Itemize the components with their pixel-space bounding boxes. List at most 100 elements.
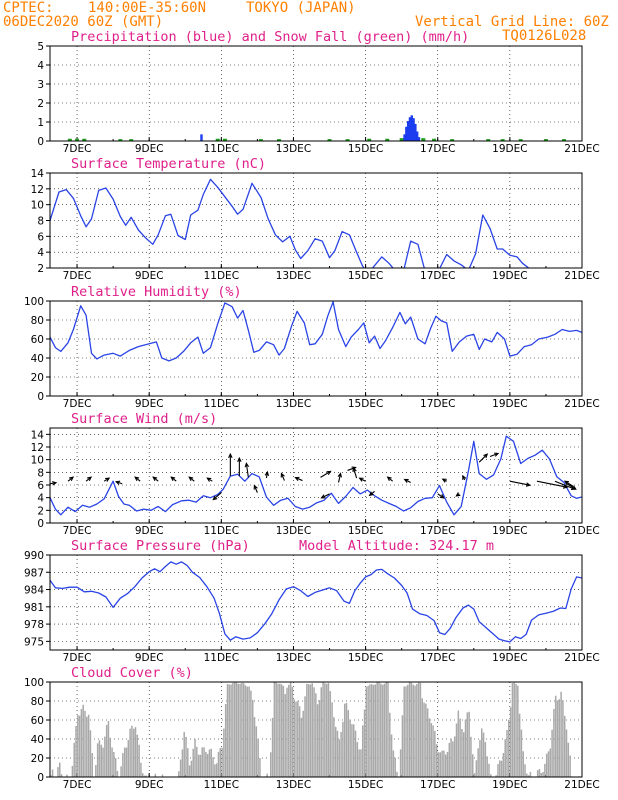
- cloud-bar: [109, 737, 112, 777]
- precip-ytick-label: 5: [37, 41, 44, 53]
- cloud-bar: [437, 752, 440, 777]
- cloud-bar: [316, 704, 319, 777]
- cloud-bar: [333, 717, 335, 777]
- cloud-bar: [354, 730, 357, 777]
- cloud-bar: [331, 702, 333, 777]
- cloud-bar: [201, 747, 203, 777]
- cloud-bar: [435, 744, 438, 777]
- cloud-bar: [567, 742, 570, 777]
- cloud-bar: [363, 709, 366, 777]
- cloud-bar: [520, 729, 523, 777]
- cloud-bar: [547, 751, 550, 777]
- wind-arrow-head: [294, 476, 300, 481]
- cloud-bar: [371, 684, 373, 777]
- wind-arrow-head: [237, 456, 242, 462]
- wind-arrow: [320, 470, 331, 478]
- cloud-bar: [369, 684, 371, 777]
- wind-arrow-head: [228, 452, 233, 458]
- pressure-ytick-label: 975: [24, 636, 44, 648]
- precip-xtick-label: 7DEC: [63, 143, 92, 155]
- cloud-bar: [242, 683, 245, 777]
- temperature-ytick-label: 6: [37, 231, 44, 243]
- wind-arrow-head: [571, 485, 577, 490]
- humidity-xtick-label: 13DEC: [276, 398, 311, 410]
- precip-xtick-label: 21DEC: [564, 143, 599, 155]
- cloud-bar: [280, 684, 283, 777]
- cloud-bar: [526, 773, 528, 777]
- temperature-xtick-label: 11DEC: [204, 270, 239, 282]
- humidity-xtick-label: 21DEC: [564, 398, 599, 410]
- cloud-bar: [136, 734, 139, 777]
- cloud-plot: [50, 682, 580, 777]
- cloud-bar: [237, 683, 240, 777]
- cloud-bar: [475, 760, 478, 777]
- cloud-bar: [77, 715, 79, 777]
- temperature-xtick-label: 19DEC: [492, 270, 527, 282]
- humidity-plot: [50, 301, 582, 362]
- cloud-bar: [57, 767, 59, 777]
- temperature-ytick-label: 10: [31, 200, 44, 212]
- wind-arrow-head: [280, 472, 285, 478]
- cloud-bar: [538, 769, 541, 777]
- precip-xtick-label: 9DEC: [135, 143, 164, 155]
- cloud-bar: [554, 695, 557, 777]
- cloud-bar: [421, 698, 423, 777]
- cloud-xtick-label: 19DEC: [492, 779, 527, 791]
- wind-xtick-label: 11DEC: [204, 525, 239, 537]
- cloud-bar: [484, 742, 487, 777]
- cloud-bar: [95, 765, 97, 777]
- cloud-bar: [549, 748, 552, 777]
- snow-bar: [222, 138, 227, 141]
- cloud-bar: [298, 706, 301, 777]
- wind-arrow-head: [563, 480, 570, 485]
- wind-arrow: [295, 477, 303, 482]
- temperature-plot: [50, 178, 530, 268]
- cloud-bar: [396, 771, 398, 777]
- cloud-xtick-label: 21DEC: [564, 779, 599, 791]
- cloud-bar: [383, 683, 386, 777]
- cloud-bar: [140, 762, 142, 777]
- cloud-bar: [233, 682, 236, 777]
- cloud-bar: [452, 741, 454, 777]
- cloud-bar: [540, 772, 543, 777]
- cloud-bar: [205, 751, 207, 777]
- wind-ytick-label: 4: [37, 493, 44, 505]
- cloud-bar: [499, 760, 501, 777]
- cloud-bar: [271, 717, 274, 777]
- cloud-bar: [502, 752, 505, 777]
- humidity-xtick-label: 19DEC: [492, 398, 527, 410]
- cloud-bar: [66, 774, 68, 777]
- cloud-panel: 0 20 40 60 80 100 7DEC 9DEC 11DEC 13DEC 15DEC 17DEC…: [24, 677, 600, 791]
- cloud-bar: [515, 683, 517, 777]
- cloud-bar: [199, 754, 202, 777]
- cloud-bar: [408, 682, 411, 777]
- snow-bar: [486, 139, 491, 141]
- cloud-bar: [457, 710, 460, 777]
- cloud-bar: [439, 752, 442, 777]
- cloud-bar: [131, 725, 133, 777]
- wind-arrow-head: [244, 462, 250, 468]
- cloud-bar: [430, 723, 433, 777]
- cloud-bar: [187, 748, 189, 777]
- temperature-xtick-label: 17DEC: [420, 270, 455, 282]
- temperature-ytick-label: 4: [37, 247, 44, 259]
- header-source: CPTEC:: [3, 0, 54, 16]
- cloud-bar: [569, 755, 571, 777]
- cloud-bar: [98, 740, 101, 777]
- cloud-bar: [340, 732, 342, 777]
- snow-bar: [518, 139, 523, 141]
- cloud-bar: [443, 750, 445, 777]
- cloud-bar: [343, 703, 346, 777]
- cloud-bar: [51, 769, 54, 777]
- pressure-frame: [49, 554, 583, 651]
- cloud-bar: [244, 685, 247, 777]
- humidity-xtick-label: 9DEC: [135, 398, 164, 410]
- temperature-xtick-label: 7DEC: [63, 270, 92, 282]
- cloud-bar: [490, 774, 492, 777]
- wind-arrow: [212, 492, 222, 501]
- cloud-bar: [327, 683, 330, 777]
- cloud-bar: [553, 708, 555, 777]
- snow-bar: [432, 138, 437, 141]
- cloud-bar: [345, 702, 348, 777]
- rain-bar: [405, 126, 408, 141]
